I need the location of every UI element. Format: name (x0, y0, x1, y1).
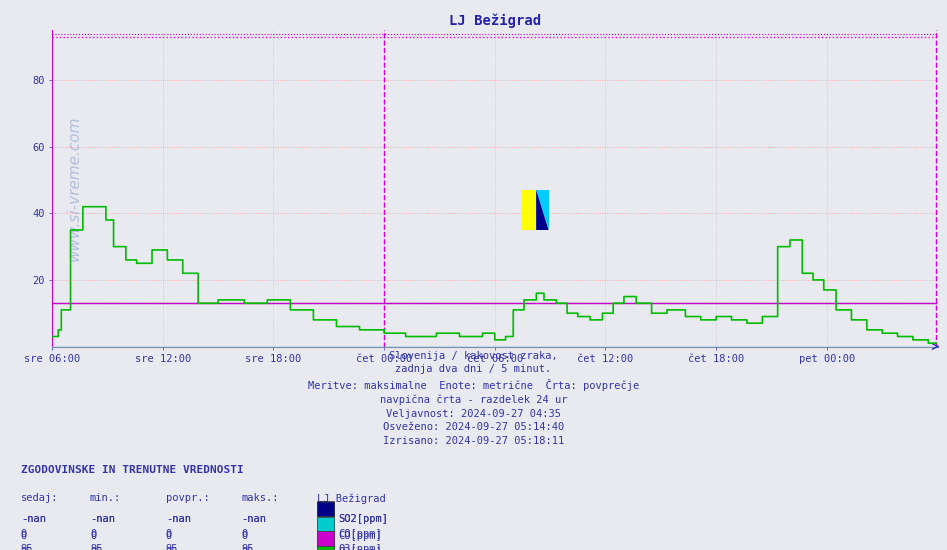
Text: 0: 0 (241, 531, 248, 541)
Text: 0: 0 (90, 531, 97, 541)
Text: CO[ppm]: CO[ppm] (338, 529, 382, 539)
Text: sedaj:: sedaj: (21, 493, 59, 503)
Text: 0: 0 (21, 529, 27, 539)
Text: min.:: min.: (90, 493, 121, 503)
Text: -nan: -nan (166, 514, 190, 524)
Polygon shape (536, 190, 548, 230)
Bar (317, 500, 334, 516)
Text: povpr.:: povpr.: (166, 493, 209, 503)
Text: 0: 0 (166, 529, 172, 539)
Bar (317, 546, 334, 550)
Bar (317, 517, 334, 532)
Text: 95: 95 (21, 544, 33, 550)
Text: 95: 95 (90, 544, 102, 550)
Text: CO[ppm]: CO[ppm] (338, 531, 382, 541)
Text: -nan: -nan (166, 514, 190, 524)
Text: -nan: -nan (241, 514, 266, 524)
Text: O3[ppm]: O3[ppm] (338, 547, 382, 550)
Text: SO2[ppm]: SO2[ppm] (338, 514, 388, 524)
Bar (317, 531, 334, 546)
Polygon shape (536, 190, 548, 230)
Text: 95: 95 (166, 544, 178, 550)
Text: Slovenija / kakovost zraka,
zadnja dva dni / 5 minut.
Meritve: maksimalne  Enote: Slovenija / kakovost zraka, zadnja dva d… (308, 350, 639, 446)
Bar (317, 502, 334, 516)
Bar (521, 190, 536, 230)
Text: 0: 0 (90, 529, 97, 539)
Text: 0: 0 (241, 529, 248, 539)
Text: 95: 95 (241, 547, 254, 550)
Text: www.si-vreme.com: www.si-vreme.com (66, 116, 81, 261)
Text: ZGODOVINSKE IN TRENUTNE VREDNOSTI: ZGODOVINSKE IN TRENUTNE VREDNOSTI (21, 465, 243, 475)
Text: 95: 95 (241, 544, 254, 550)
Title: LJ Bežigrad: LJ Bežigrad (449, 13, 541, 28)
Text: -nan: -nan (90, 514, 115, 524)
Text: 95: 95 (166, 547, 178, 550)
Text: -nan: -nan (21, 514, 45, 524)
Text: maks.:: maks.: (241, 493, 279, 503)
Text: -nan: -nan (241, 514, 266, 524)
Text: O3[ppm]: O3[ppm] (338, 544, 382, 550)
Text: -nan: -nan (90, 514, 115, 524)
Text: 0: 0 (21, 531, 27, 541)
Text: -nan: -nan (21, 514, 45, 524)
Text: 0: 0 (166, 531, 172, 541)
Text: 95: 95 (90, 547, 102, 550)
Bar (317, 517, 334, 531)
Bar (317, 534, 334, 548)
Text: 95: 95 (21, 547, 33, 550)
Text: SO2[ppm]: SO2[ppm] (338, 514, 388, 524)
Text: LJ Bežigrad: LJ Bežigrad (317, 493, 386, 503)
